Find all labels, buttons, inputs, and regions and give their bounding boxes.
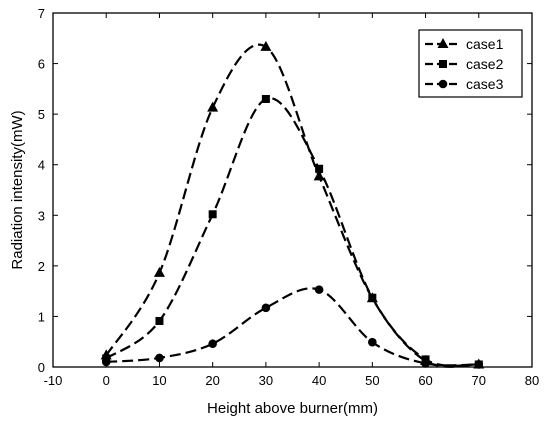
y-tick-label: 2 <box>38 259 45 274</box>
x-tick-label: 50 <box>365 373 379 388</box>
legend-label-case3: case3 <box>466 76 504 92</box>
legend-marker-case1 <box>437 38 449 48</box>
case2-point <box>261 94 270 103</box>
case3-point <box>314 285 324 294</box>
x-tick-label: 10 <box>152 373 166 388</box>
plot-frame <box>52 12 533 368</box>
legend-label-case2: case2 <box>466 56 504 72</box>
x-tick-label: 20 <box>205 373 219 388</box>
legend-marker-case2 <box>439 60 447 68</box>
case3-point <box>101 357 111 367</box>
series-line-case3 <box>106 287 479 367</box>
y-tick-label: 0 <box>38 360 45 375</box>
case2-point <box>315 164 324 173</box>
case3-point <box>261 303 271 313</box>
legend-label-case1: case1 <box>466 36 504 52</box>
case1-point <box>313 170 325 181</box>
y-tick-label: 6 <box>38 57 45 72</box>
legend-box <box>418 29 523 98</box>
x-tick-label: 0 <box>103 373 110 388</box>
case3-point <box>208 339 217 349</box>
series-line-case1 <box>105 43 479 368</box>
case3-point <box>155 353 164 363</box>
legend-marker-case3 <box>438 79 448 89</box>
series-markers <box>100 40 485 369</box>
x-axis-label: Height above burner(mm) <box>207 400 378 417</box>
case3-point <box>368 337 377 347</box>
x-tick-label: 40 <box>312 373 326 388</box>
x-tick-label: 70 <box>472 373 486 388</box>
series-curves <box>105 43 479 368</box>
x-tick-label: 30 <box>259 373 273 388</box>
series-line-case2 <box>105 97 479 367</box>
y-axis-label: Radiation intensity(mW) <box>9 110 26 269</box>
case1-point <box>153 266 165 277</box>
y-tick-label: 7 <box>38 6 45 21</box>
y-tick-label: 5 <box>38 107 45 122</box>
legend: case1 case2 case3 <box>418 29 523 98</box>
y-tick-label: 4 <box>38 158 45 173</box>
case1-point <box>207 101 219 112</box>
y-tick-label: 3 <box>38 208 45 223</box>
axis-ticks <box>52 12 533 368</box>
case1-point <box>260 40 272 51</box>
x-tick-label: 60 <box>418 373 432 388</box>
x-tick-label: 80 <box>525 373 539 388</box>
case2-point <box>368 293 377 302</box>
y-tick-label: 1 <box>38 309 45 324</box>
case2-point <box>208 210 217 219</box>
case2-point <box>155 316 164 325</box>
x-tick-label: -10 <box>44 373 63 388</box>
